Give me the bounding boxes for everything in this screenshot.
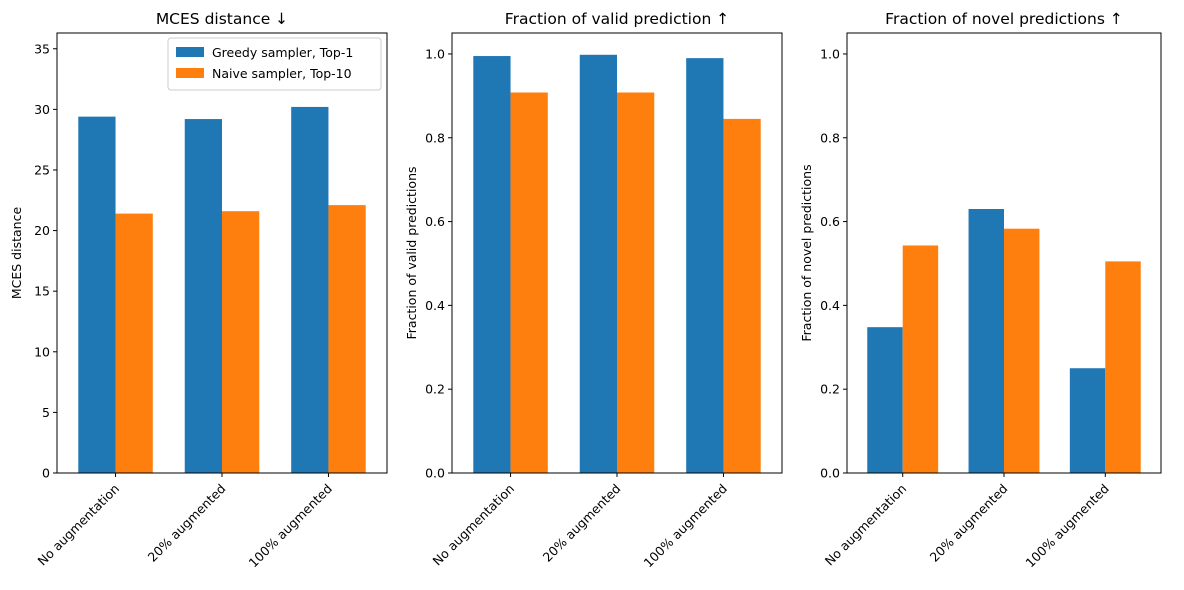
y-tick-label: 0.0 <box>425 466 445 481</box>
bar-series1-1 <box>78 116 116 474</box>
chart-panel-2: 0.0 0.2 0.4 0.6 0.8 1.0 No augmentation 20% aug… <box>404 10 783 570</box>
y-axis-label: MCES distance <box>9 207 24 300</box>
bar-series2-3 <box>723 118 761 474</box>
bar-series1-3 <box>291 106 329 473</box>
y-tick-label: 0.2 <box>820 382 840 397</box>
y-tick-label: 0.8 <box>820 130 840 145</box>
bar-series1-1 <box>867 327 903 473</box>
y-axis-label: Fraction of valid predictions <box>404 166 419 339</box>
y-tick-label: 1.0 <box>425 46 445 61</box>
legend: Greedy sampler, Top-1 Naive sampler, Top-… <box>167 37 382 91</box>
y-tick-label: 0.4 <box>425 298 445 313</box>
bar-series1-3 <box>686 58 724 474</box>
y-tick-label: 0 <box>42 466 50 481</box>
y-tick-label: 0.2 <box>425 382 445 397</box>
chart-title: MCES distance ↓ <box>156 10 288 28</box>
x-tick-label: 20% augmented <box>540 481 624 565</box>
x-tick-label: 20% augmented <box>927 481 1011 565</box>
y-tick-label: 0.0 <box>820 466 840 481</box>
x-tick-label: 100% augmented <box>641 481 730 570</box>
bar-series1-2 <box>184 119 222 473</box>
y-tick-label: 1.0 <box>820 46 840 61</box>
bar-series1-2 <box>579 54 617 474</box>
x-tick-label: 20% augmented <box>145 481 229 565</box>
y-axis-label: Fraction of novel predictions <box>799 164 814 341</box>
legend-swatch <box>176 68 204 78</box>
y-tick-label: 20 <box>34 223 50 238</box>
x-tick-label: 100% augmented <box>1022 481 1111 570</box>
x-tick-label: No augmentation <box>822 481 910 569</box>
x-tick-label: No augmentation <box>35 481 123 569</box>
bar-series2-1 <box>902 245 939 473</box>
bar-series2-2 <box>617 92 655 473</box>
bar-series2-3 <box>1105 261 1141 473</box>
chart-panel-3: 0.0 0.2 0.4 0.6 0.8 1.0 No augmentation 20% aug… <box>799 10 1162 570</box>
bar-series2-1 <box>510 92 548 473</box>
bar-series2-3 <box>328 205 366 473</box>
y-tick-label: 0.6 <box>425 214 445 229</box>
y-tick-label: 0.6 <box>820 214 840 229</box>
bar-series1-3 <box>1069 368 1106 473</box>
y-tick-label: 10 <box>34 344 50 359</box>
y-tick-label: 25 <box>34 162 50 177</box>
legend-box <box>167 37 382 91</box>
y-tick-label: 30 <box>34 102 50 117</box>
legend-label: Naive sampler, Top-10 <box>212 66 352 81</box>
bar-series1-1 <box>473 56 511 474</box>
y-tick-label: 0.4 <box>820 298 840 313</box>
x-tick-label: 100% augmented <box>246 481 335 570</box>
y-tick-label: 15 <box>34 284 50 299</box>
x-tick-label: No augmentation <box>430 481 518 569</box>
legend-swatch <box>176 47 204 57</box>
bar-series2-2 <box>222 211 260 473</box>
y-tick-label: 35 <box>34 41 50 56</box>
chart-title: Fraction of valid prediction ↑ <box>505 10 729 28</box>
chart-title: Fraction of novel predictions ↑ <box>885 10 1123 28</box>
bar-series2-1 <box>115 213 153 473</box>
legend-label: Greedy sampler, Top-1 <box>212 45 353 60</box>
bar-series2-2 <box>1004 228 1040 473</box>
chart-panel-1: 0 5 10 15 20 25 30 35 No augmentation 20% augment… <box>9 10 388 570</box>
bar-series1-2 <box>968 209 1004 473</box>
y-tick-label: 0.8 <box>425 130 445 145</box>
y-tick-label: 5 <box>42 405 50 420</box>
